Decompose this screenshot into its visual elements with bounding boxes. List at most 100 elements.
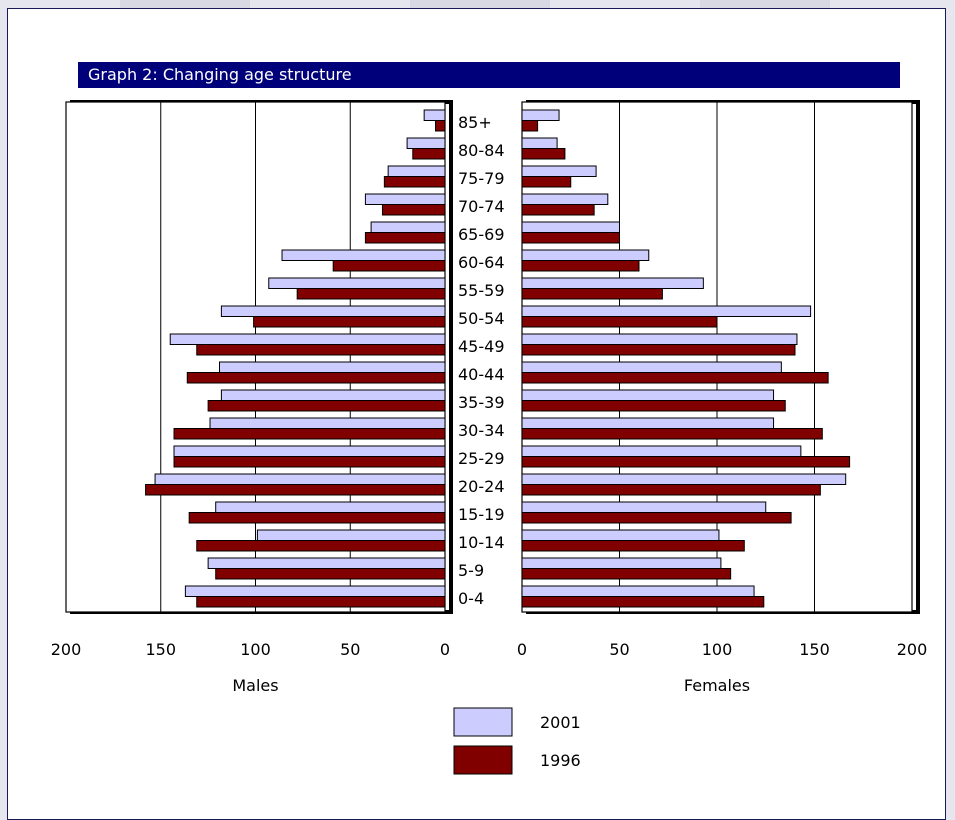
- females-bar-1996-10-14: [521, 540, 745, 552]
- males-tick-label: 200: [51, 640, 82, 659]
- age-group-label: 35-39: [458, 393, 505, 412]
- males-bar-1996-75-79: [383, 176, 446, 188]
- males-bar-2001-5-9: [207, 557, 446, 569]
- males-bar-2001-35-39: [220, 389, 446, 401]
- females-tick-label: 200: [897, 640, 928, 659]
- age-group-label: 50-54: [458, 309, 505, 328]
- males-bar-1996-80-84: [412, 148, 446, 160]
- males-bar-1996-45-49: [196, 344, 446, 356]
- chart-title: Graph 2: Changing age structure: [78, 62, 900, 88]
- females-bar-2001-15-19: [521, 501, 767, 513]
- age-group-label: 70-74: [458, 197, 505, 216]
- females-bar-1996-40-44: [521, 372, 829, 384]
- age-group-label: 10-14: [458, 533, 505, 552]
- females-tick-label: 50: [609, 640, 629, 659]
- age-group-label: 20-24: [458, 477, 505, 496]
- males-bar-2001-60-64: [281, 249, 446, 261]
- males-axis-label: Males: [232, 676, 278, 695]
- males-tick-label: 50: [340, 640, 360, 659]
- males-bar-2001-15-19: [215, 501, 446, 513]
- males-bar-2001-10-14: [256, 529, 446, 541]
- females-bar-1996-50-54: [521, 316, 718, 328]
- females-bar-2001-30-34: [521, 417, 775, 429]
- age-group-label: 5-9: [458, 561, 484, 580]
- females-bar-1996-15-19: [521, 512, 792, 524]
- males-bar-2001-65-69: [370, 221, 446, 233]
- females-bar-2001-40-44: [521, 361, 782, 373]
- males-bar-2001-85+: [423, 109, 446, 121]
- females-bar-1996-75-79: [521, 176, 572, 188]
- females-bar-1996-20-24: [521, 484, 821, 496]
- females-axis-label: Females: [684, 676, 750, 695]
- females-bar-2001-10-14: [521, 529, 720, 541]
- age-group-label: 25-29: [458, 449, 505, 468]
- age-group-label: 55-59: [458, 281, 505, 300]
- males-bar-1996-55-59: [296, 288, 446, 300]
- males-tick-label: 0: [440, 640, 450, 659]
- males-bar-2001-20-24: [154, 473, 446, 485]
- males-bar-1996-50-54: [253, 316, 446, 328]
- females-bar-1996-5-9: [521, 568, 732, 580]
- females-tick-label: 100: [702, 640, 733, 659]
- males-bar-1996-25-29: [173, 456, 446, 468]
- males-bar-1996-35-39: [207, 400, 446, 412]
- females-bar-2001-20-24: [521, 473, 847, 485]
- legend-swatch-1996: [453, 745, 513, 775]
- males-bar-1996-0-4: [196, 596, 446, 608]
- females-bar-1996-25-29: [521, 456, 851, 468]
- females-bar-1996-85+: [521, 120, 539, 132]
- males-bar-1996-30-34: [173, 428, 446, 440]
- females-bar-1996-45-49: [521, 344, 796, 356]
- males-tick-label: 100: [240, 640, 271, 659]
- age-group-label: 0-4: [458, 589, 484, 608]
- females-bar-2001-70-74: [521, 193, 609, 205]
- males-bar-1996-65-69: [364, 232, 446, 244]
- females-bar-1996-70-74: [521, 204, 595, 216]
- males-bar-1996-40-44: [186, 372, 446, 384]
- females-bar-2001-60-64: [521, 249, 650, 261]
- age-group-label: 30-34: [458, 421, 505, 440]
- males-bar-2001-80-84: [406, 137, 446, 149]
- males-bar-2001-75-79: [387, 165, 446, 177]
- females-bar-2001-45-49: [521, 333, 798, 345]
- age-group-label: 40-44: [458, 365, 505, 384]
- females-bar-1996-55-59: [521, 288, 663, 300]
- legend-label-1996: 1996: [540, 751, 581, 770]
- females-bar-2001-55-59: [521, 277, 704, 289]
- males-bar-2001-70-74: [364, 193, 446, 205]
- males-bar-2001-30-34: [209, 417, 446, 429]
- females-bar-1996-35-39: [521, 400, 786, 412]
- males-bar-1996-5-9: [215, 568, 446, 580]
- males-bar-2001-50-54: [220, 305, 446, 317]
- females-bar-1996-80-84: [521, 148, 566, 160]
- males-bar-1996-70-74: [381, 204, 446, 216]
- males-bar-1996-60-64: [332, 260, 446, 272]
- females-tick-label: 150: [799, 640, 830, 659]
- females-bar-2001-80-84: [521, 137, 558, 149]
- males-bar-2001-55-59: [268, 277, 446, 289]
- males-bar-1996-85+: [435, 120, 446, 132]
- females-tick-label: 0: [517, 640, 527, 659]
- females-bar-2001-25-29: [521, 445, 802, 457]
- females-bar-2001-5-9: [521, 557, 722, 569]
- legend-label-2001: 2001: [540, 713, 581, 732]
- males-bar-1996-15-19: [188, 512, 446, 524]
- males-bar-2001-40-44: [218, 361, 446, 373]
- females-bar-1996-65-69: [521, 232, 620, 244]
- males-bar-2001-0-4: [184, 585, 446, 597]
- age-group-label: 80-84: [458, 141, 505, 160]
- females-bar-1996-30-34: [521, 428, 823, 440]
- males-bar-2001-45-49: [169, 333, 446, 345]
- age-group-label: 45-49: [458, 337, 505, 356]
- males-bar-1996-10-14: [196, 540, 446, 552]
- females-bar-1996-60-64: [521, 260, 640, 272]
- females-bar-2001-35-39: [521, 389, 775, 401]
- age-group-label: 75-79: [458, 169, 505, 188]
- females-bar-2001-0-4: [521, 585, 755, 597]
- age-group-label: 60-64: [458, 253, 505, 272]
- age-group-label: 65-69: [458, 225, 505, 244]
- females-bar-2001-85+: [521, 109, 560, 121]
- age-group-label: 15-19: [458, 505, 505, 524]
- females-bar-2001-75-79: [521, 165, 597, 177]
